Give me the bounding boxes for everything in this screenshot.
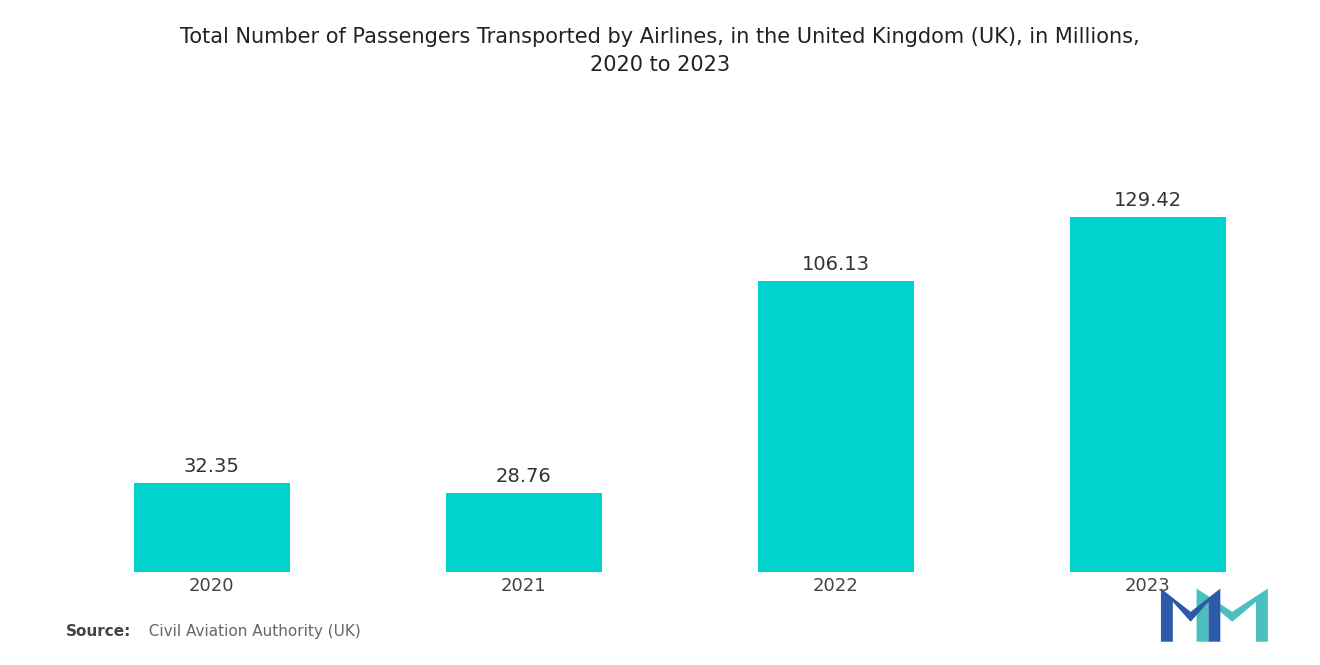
Text: 28.76: 28.76 — [496, 467, 552, 486]
Text: Total Number of Passengers Transported by Airlines, in the United Kingdom (UK), : Total Number of Passengers Transported b… — [181, 27, 1139, 74]
Bar — [446, 493, 602, 572]
Text: Source:: Source: — [66, 624, 132, 639]
Text: 32.35: 32.35 — [183, 458, 240, 476]
Text: 106.13: 106.13 — [801, 255, 870, 274]
Bar — [133, 483, 290, 572]
Text: Civil Aviation Authority (UK): Civil Aviation Authority (UK) — [139, 624, 360, 639]
Bar — [1069, 217, 1226, 572]
Polygon shape — [1162, 589, 1220, 642]
Bar — [758, 281, 913, 572]
Polygon shape — [1196, 589, 1267, 642]
Text: 129.42: 129.42 — [1114, 191, 1181, 210]
